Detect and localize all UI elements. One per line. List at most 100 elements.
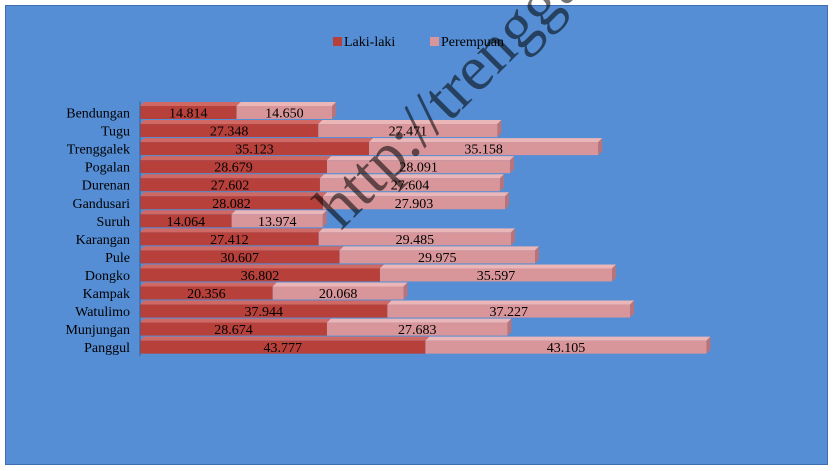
bar-top-perempuan: [326, 318, 512, 323]
bar-perempuan: [387, 304, 631, 318]
bar-side-perempuan: [510, 228, 515, 246]
bar-top-laki-laki: [140, 246, 344, 251]
category-label: Suruh: [97, 215, 130, 230]
bar-top-perempuan: [319, 174, 504, 179]
data-label-laki-laki: 36.802: [241, 269, 280, 284]
bar-side-perempuan: [706, 336, 711, 354]
category-labels: Bendungan Tugu Trenggalek Pogalan Durenan Gan…: [65, 107, 130, 357]
bar-laki-laki: [140, 340, 426, 354]
data-label-laki-laki: 37.944: [244, 305, 283, 320]
legend-swatch-laki-laki: [333, 37, 342, 46]
bar-side-perempuan: [507, 318, 512, 336]
bar-top-laki-laki: [140, 192, 328, 197]
data-label-perempuan: 35.158: [464, 143, 503, 158]
bar-side-perempuan: [403, 282, 408, 300]
category-label: Tugu: [101, 125, 130, 140]
data-label-perempuan: 27.604: [391, 179, 430, 194]
bar-perempuan: [326, 322, 508, 336]
bar-top-perempuan: [323, 192, 510, 197]
bar-laki-laki: [140, 160, 327, 174]
bar-side-perempuan: [332, 102, 337, 119]
category-label: Panggul: [84, 341, 130, 356]
data-label-laki-laki: 27.602: [211, 179, 250, 194]
data-label-perempuan: 35.597: [477, 269, 516, 284]
bar-top-laki-laki: [140, 318, 331, 323]
bar-top-laki-laki: [140, 210, 236, 215]
bar-top-laki-laki: [140, 282, 277, 287]
bar-top-laki-laki: [140, 138, 374, 143]
bar-side-perempuan: [630, 300, 635, 318]
bar-side-perempuan: [612, 264, 617, 282]
bar-top-laki-laki: [140, 102, 241, 106]
bar-perempuan: [379, 268, 613, 282]
bar-laki-laki: [140, 232, 319, 246]
bar-laki-laki: [140, 178, 320, 192]
bar-side-perempuan: [322, 210, 327, 228]
bar-laki-laki: [140, 304, 388, 318]
data-label-laki-laki: 14.064: [167, 215, 206, 230]
data-label-perempuan: 27.903: [395, 197, 434, 212]
bar-top-laki-laki: [140, 120, 323, 125]
data-label-perempuan: 13.974: [258, 215, 297, 230]
bar-perempuan: [319, 178, 500, 192]
category-label: Bendungan: [66, 107, 130, 122]
bar-top-laki-laki: [140, 300, 392, 305]
bar-perempuan: [369, 142, 599, 156]
category-label: Pule: [105, 251, 130, 266]
data-label-laki-laki: 20.356: [187, 287, 226, 302]
bar-laki-laki: [140, 124, 319, 138]
bar-side-perempuan: [505, 192, 510, 210]
bar-side-perempuan: [499, 174, 504, 192]
bar-laki-laki: [140, 286, 273, 300]
bar-perempuan: [236, 106, 333, 119]
data-label-perempuan: 28.091: [399, 161, 438, 176]
data-label-perempuan: 29.485: [396, 233, 435, 248]
bar-perempuan: [272, 286, 404, 300]
legend-label-perempuan: Perempuan: [441, 35, 504, 50]
bar-laki-laki: [140, 106, 237, 119]
bar-side-perempuan: [598, 138, 603, 156]
category-label: Pogalan: [85, 161, 130, 176]
category-label: Kampak: [83, 287, 130, 302]
bar-laki-laki: [140, 142, 370, 156]
data-label-laki-laki: 28.082: [212, 197, 251, 212]
data-label-laki-laki: 14.814: [169, 107, 208, 122]
bar-perempuan: [318, 232, 511, 246]
data-labels: 14.814 14.650 27.348 27.471 35.123 35.158 28.6…: [167, 107, 586, 357]
legend-label-laki-laki: Laki-laki: [344, 35, 395, 50]
bars: [139, 101, 711, 357]
bar-top-laki-laki: [140, 174, 324, 179]
bar-side-perempuan: [510, 156, 515, 174]
bar-perempuan: [318, 124, 498, 138]
data-label-laki-laki: 27.348: [210, 125, 249, 140]
data-label-laki-laki: 28.674: [214, 323, 253, 338]
data-label-perempuan: 37.227: [490, 305, 529, 320]
bar-top-perempuan: [236, 102, 337, 106]
bar-laki-laki: [140, 322, 327, 336]
category-label: Dongko: [85, 269, 130, 284]
bar-top-perempuan: [387, 300, 635, 305]
category-label: Watulimo: [75, 305, 130, 320]
data-label-laki-laki: 35.123: [235, 143, 274, 158]
bar-top-perempuan: [326, 156, 515, 161]
bar-top-laki-laki: [140, 156, 331, 161]
bar-laki-laki: [140, 250, 340, 264]
bar-perempuan: [326, 160, 511, 174]
bar-laki-laki: [140, 196, 324, 210]
category-label: Gandusari: [72, 197, 130, 212]
bar-top-laki-laki: [140, 228, 323, 233]
bar-laki-laki: [140, 268, 380, 282]
bar-perempuan: [425, 340, 707, 354]
bar-top-perempuan: [318, 228, 515, 233]
bar-top-perempuan: [379, 264, 617, 269]
data-label-perempuan: 14.650: [265, 107, 304, 122]
data-label-perempuan: 27.683: [398, 323, 437, 338]
bar-perempuan: [231, 214, 323, 228]
bar-laki-laki: [140, 214, 232, 228]
legend-swatch-perempuan: [430, 37, 439, 46]
bar-top-perempuan: [318, 120, 502, 125]
bar-top-perempuan: [369, 138, 603, 143]
bar-perempuan: [339, 250, 535, 264]
category-label: Karangan: [76, 233, 130, 248]
